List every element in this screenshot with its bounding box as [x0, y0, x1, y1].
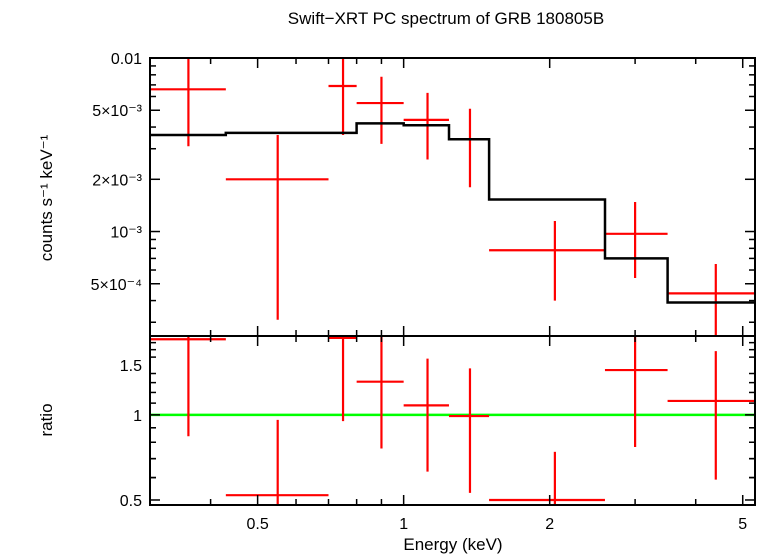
y-tick-label: 0.01 [111, 51, 142, 68]
panel-frame [149, 335, 756, 506]
data-point-6 [489, 220, 605, 301]
data-point-7 [604, 201, 668, 278]
ratio-point-3 [356, 336, 404, 449]
y-tick-label: 5×10⁻³ [92, 103, 142, 120]
y-tick-label: 1 [133, 408, 142, 425]
x-tick-label: 5 [738, 516, 747, 533]
top-ylabel: counts s⁻¹ keV⁻¹ [37, 134, 56, 261]
ratio-point-0 [150, 336, 226, 437]
y-tick-label: 0.5 [120, 493, 142, 510]
x-tick-label: 2 [545, 516, 554, 533]
data-layer [150, 58, 755, 336]
panel-frame [149, 57, 756, 337]
model-step-line [150, 122, 755, 304]
ratio-point-6 [489, 451, 605, 505]
spectrum-panel: 0.01 5×10⁻³ 2×10⁻³ 10⁻³ 5×10⁻⁴ [91, 51, 756, 337]
tick-marks [149, 336, 755, 505]
y-tick-label: 10⁻³ [110, 225, 142, 242]
data-point-2 [328, 58, 357, 135]
data-layer [150, 336, 755, 505]
data-point-1 [225, 134, 329, 320]
y-tick-label: 5×10⁻⁴ [91, 277, 142, 294]
ratio-panel: 0.5 1 1.5 0.5 1 2 5 [120, 335, 756, 533]
data-point-8 [667, 263, 755, 336]
x-tick-label: 1 [399, 516, 408, 533]
ratio-point-4 [403, 358, 449, 472]
bottom-xlabel: Energy (keV) [403, 535, 502, 554]
data-point-3 [356, 76, 404, 144]
data-point-5 [448, 108, 490, 188]
x-tick-label: 0.5 [246, 516, 268, 533]
ratio-point-1 [225, 419, 329, 505]
ratio-point-2 [328, 336, 357, 422]
ratio-point-7 [604, 336, 668, 447]
bottom-ylabel: ratio [37, 403, 56, 436]
chart-title: Swift−XRT PC spectrum of GRB 180805B [288, 9, 604, 28]
ratio-point-8 [667, 351, 755, 480]
tick-marks [149, 57, 755, 336]
ratio-point-5 [448, 368, 490, 493]
y-tick-label: 2×10⁻³ [92, 172, 142, 189]
y-tick-label: 1.5 [120, 358, 142, 375]
data-point-0 [150, 58, 226, 147]
